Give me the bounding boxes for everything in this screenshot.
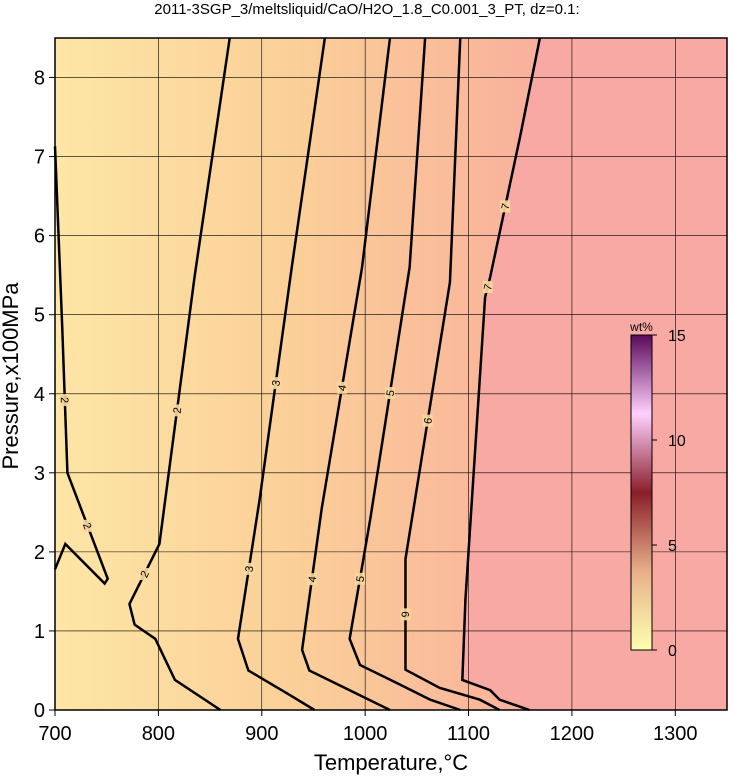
contour-line [300, 37, 392, 712]
colorbar-tick-label: 15 [668, 328, 686, 345]
contour-label: 4 [336, 384, 349, 392]
contour-label: 3 [270, 379, 283, 387]
x-tick-label: 700 [38, 723, 71, 745]
y-tick-label: 7 [34, 147, 45, 169]
y-tick-label: 2 [34, 542, 45, 564]
contour-label-bg [59, 394, 70, 407]
contour-label: 3 [243, 565, 256, 573]
contour-label-bg [400, 608, 411, 621]
x-tick-label: 1000 [343, 723, 388, 745]
y-tick-label: 0 [34, 700, 45, 722]
contour-label: 2 [139, 569, 152, 580]
contour-label-bg [82, 519, 93, 532]
y-tick-label: 1 [34, 621, 45, 643]
x-tick-label: 900 [245, 723, 278, 745]
contour-label-bg [422, 414, 433, 427]
contour-label-bg [482, 281, 493, 294]
y-axis-label: Pressure,x100MPa [0, 282, 23, 470]
contour-label-bg [139, 568, 150, 581]
contour-line [128, 37, 231, 712]
contour-label: 4 [307, 575, 320, 583]
y-tick-label: 3 [34, 463, 45, 485]
x-tick-label: 1100 [447, 723, 490, 745]
contour-line [404, 37, 501, 712]
contour-label: 7 [500, 202, 513, 210]
x-tick-label: 1200 [550, 723, 595, 745]
contour-label-bg [500, 200, 511, 213]
contour-label-bg [336, 381, 347, 394]
colorbar-tick-label: 0 [668, 643, 677, 660]
colorbar-tick-label: 10 [668, 433, 686, 450]
contour-label-bg [354, 572, 365, 585]
contour-line [236, 37, 327, 712]
plot-frame [54, 37, 728, 711]
melt-region [55, 38, 540, 710]
contour-label-bg [270, 377, 281, 390]
colorbar [630, 334, 653, 651]
contour-label: 6 [398, 611, 410, 617]
y-tick-label: 8 [34, 68, 45, 90]
contour-label: 6 [422, 417, 435, 425]
x-tick-label: 1300 [653, 723, 698, 745]
contour-label-bg [384, 386, 395, 399]
contour-label: 2 [58, 397, 70, 404]
contour-label: 5 [355, 575, 368, 583]
chart-title: 2011-3SGP_3/meltsliquid/CaO/H2O_1.8_C0.0… [154, 1, 579, 18]
contour-line [53, 146, 110, 586]
y-tick-label: 5 [34, 305, 45, 327]
colorbar-label: wt% [629, 320, 653, 334]
contour-label: 2 [172, 407, 185, 415]
contour-label: 7 [482, 283, 495, 292]
contour-line [461, 37, 542, 712]
contour-label-bg [171, 404, 182, 417]
contour-line [348, 37, 461, 712]
x-tick-label: 800 [142, 723, 175, 745]
contour-label-bg [243, 562, 254, 575]
contour-label: 5 [385, 389, 398, 397]
colorbar-tick-label: 5 [668, 538, 677, 555]
contour-label-bg [306, 573, 317, 586]
y-tick-label: 6 [34, 226, 45, 248]
x-axis-label: Temperature,°C [314, 750, 468, 775]
contour-label: 2 [80, 521, 93, 531]
y-tick-label: 4 [34, 384, 45, 406]
